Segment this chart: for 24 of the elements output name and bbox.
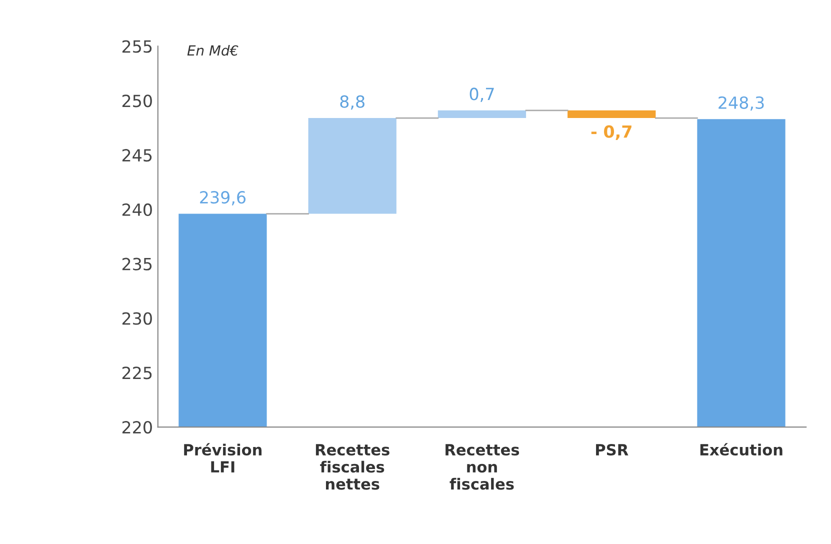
bar <box>697 119 786 428</box>
y-tick-label: 245 <box>122 149 152 162</box>
y-tick-label: 255 <box>122 40 152 53</box>
data-label: 248,3 <box>718 96 764 111</box>
data-label: 8,8 <box>340 95 364 110</box>
y-tick-label: 220 <box>122 421 152 434</box>
x-tick-label: PSR <box>596 444 628 456</box>
data-label: - 0,7 <box>591 125 632 140</box>
x-tick-label: Exécution <box>700 443 782 456</box>
bar <box>308 118 396 214</box>
y-axis-title: En Md€ <box>187 44 238 56</box>
bar <box>178 214 267 428</box>
y-tick-label: 235 <box>122 258 152 270</box>
data-label: 0,7 <box>470 88 494 102</box>
x-tick-label: Prévision LFI <box>184 443 262 472</box>
x-tick-label: Recettes non fiscales <box>446 444 520 490</box>
y-tick-label: 250 <box>122 94 152 108</box>
bar <box>568 110 656 118</box>
y-tick-label: 240 <box>122 203 152 216</box>
y-tick-label: 225 <box>122 366 152 380</box>
x-tick-label: Recettes fiscales nettes <box>316 444 390 490</box>
bar <box>438 110 526 118</box>
data-label: 239,6 <box>200 191 246 206</box>
y-tick-label: 230 <box>122 312 152 325</box>
